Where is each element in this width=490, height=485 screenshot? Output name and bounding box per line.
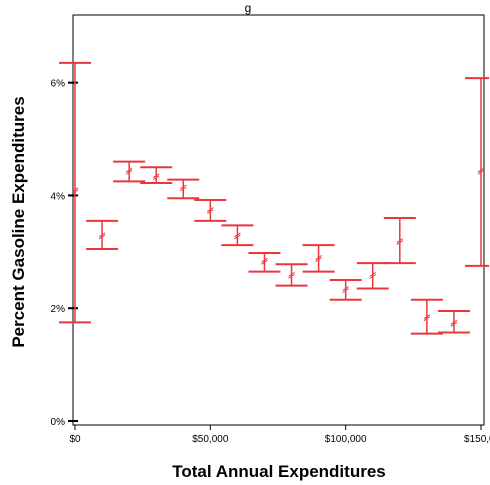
y-axis-title: Percent Gasoline Expenditures: [9, 96, 28, 347]
x-axis-title: Total Annual Expenditures: [172, 462, 385, 481]
y-tick-label: 2%: [51, 304, 66, 315]
mean-marker: [450, 319, 458, 327]
error-bar: [86, 219, 119, 251]
mean-marker: [288, 271, 295, 279]
error-bar: [302, 244, 335, 273]
error-bar: [194, 198, 227, 222]
error-bar: [465, 77, 489, 267]
error-bar: [437, 310, 470, 334]
mean-marker: [369, 271, 377, 279]
y-tick-label: 4%: [51, 191, 66, 202]
x-tick-label: $0: [69, 434, 81, 445]
error-bars: [59, 61, 489, 335]
error-bar: [140, 166, 173, 185]
error-bar: [275, 263, 308, 287]
error-bar: [383, 217, 416, 265]
mean-marker: [71, 187, 79, 195]
error-bar: [356, 262, 389, 290]
mean-marker: [98, 232, 106, 240]
mean-marker: [179, 184, 187, 192]
mean-marker: [315, 255, 322, 262]
chart-title-fragment: g: [245, 1, 252, 15]
mean-marker: [396, 238, 404, 245]
x-tick-label: $50,000: [192, 434, 229, 445]
mean-marker: [234, 232, 241, 240]
error-bar: [167, 178, 200, 200]
mean-marker: [261, 257, 268, 265]
x-axis: $0 $50,000 $100,000 $150,0(: [69, 425, 490, 445]
mean-marker: [125, 167, 133, 175]
y-tick-label: 0%: [51, 417, 66, 428]
mean-marker: [423, 314, 431, 322]
y-axis: 0% 2% 4% 6%: [51, 79, 78, 428]
y-tick-label: 6%: [51, 79, 66, 90]
error-bar: [59, 61, 91, 324]
error-bar: [113, 160, 146, 183]
x-tick-label: $100,000: [325, 434, 367, 445]
mean-marker: [477, 167, 485, 175]
error-bar: [248, 251, 281, 273]
error-bar: [410, 298, 443, 335]
x-tick-label: $150,0(: [464, 434, 490, 445]
mean-marker: [207, 207, 214, 214]
mean-marker: [342, 286, 349, 293]
error-bar: [329, 279, 362, 301]
mean-marker: [152, 173, 160, 181]
plot-frame: [72, 14, 485, 426]
error-bar: [221, 224, 254, 247]
